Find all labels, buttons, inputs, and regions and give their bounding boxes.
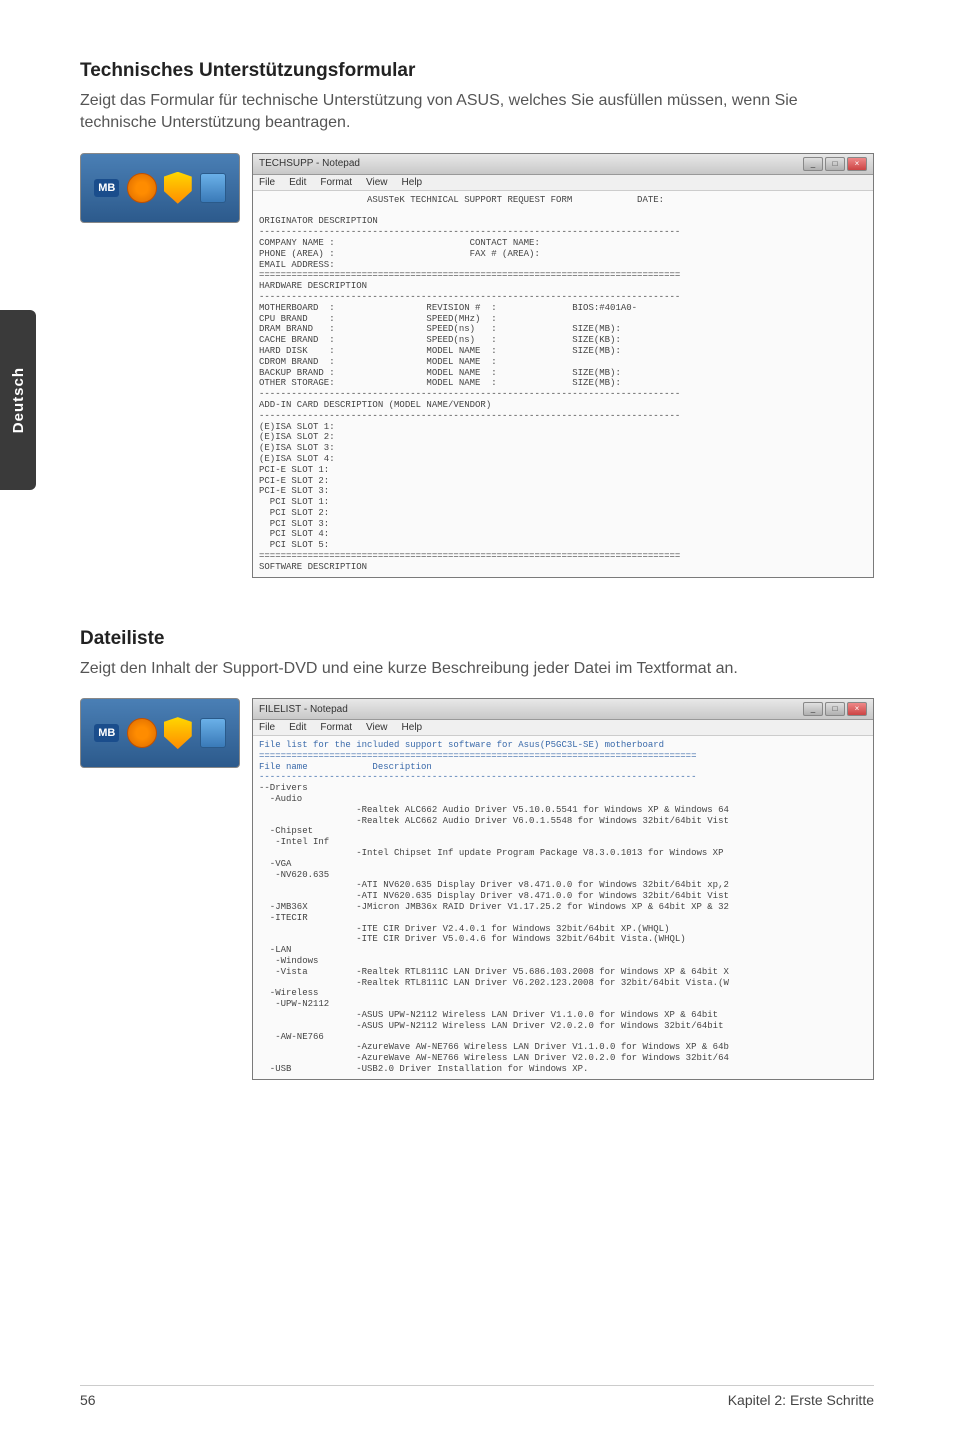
maximize-button[interactable]: □ [825,157,845,171]
menu-file[interactable]: File [259,177,275,188]
close-button-2[interactable]: × [847,702,867,716]
minimize-button-2[interactable]: _ [803,702,823,716]
menu2-edit[interactable]: Edit [289,722,306,733]
notepad-filelist: FILELIST - Notepad _ □ × File Edit Forma… [252,698,874,1080]
shield-icon-2 [162,717,194,749]
notepad2-content: File list for the included support softw… [253,736,873,1079]
maximize-button-2[interactable]: □ [825,702,845,716]
notepad2-menubar: File Edit Format View Help [253,720,873,736]
menu-view[interactable]: View [366,177,388,188]
globe-icon [126,172,158,204]
mb-icon-2: MB [91,717,123,749]
section-filelist: Dateiliste Zeigt den Inhalt der Support-… [80,628,874,1080]
section1-row: MB TECHSUPP - Notepad _ □ × File Edit Fo… [80,153,874,578]
globe-icon-2 [126,717,158,749]
window-buttons-1: _ □ × [803,157,867,171]
section1-desc: Zeigt das Formular für technische Unters… [80,90,874,135]
notepad1-menubar: File Edit Format View Help [253,175,873,191]
filelist-header: File list for the included support softw… [259,740,696,782]
section2-row: MB FILELIST - Notepad _ □ × File Edit Fo… [80,698,874,1080]
minimize-button[interactable]: _ [803,157,823,171]
chapter-label: Kapitel 2: Erste Schritte [728,1392,874,1408]
page-footer: 56 Kapitel 2: Erste Schritte [80,1385,874,1408]
menu-edit[interactable]: Edit [289,177,306,188]
icon-panel-2: MB [80,698,240,768]
menu2-file[interactable]: File [259,722,275,733]
language-tab: Deutsch [0,310,36,490]
notepad2-title: FILELIST - Notepad [259,704,348,715]
section2-title: Dateiliste [80,628,874,650]
menu2-format[interactable]: Format [320,722,352,733]
notepad2-titlebar: FILELIST - Notepad _ □ × [253,699,873,720]
notepad-techsupp: TECHSUPP - Notepad _ □ × File Edit Forma… [252,153,874,578]
shield-icon [162,172,194,204]
notepad1-titlebar: TECHSUPP - Notepad _ □ × [253,154,873,175]
menu2-view[interactable]: View [366,722,388,733]
section2-desc: Zeigt den Inhalt der Support-DVD und ein… [80,658,874,680]
page-number: 56 [80,1392,96,1408]
doc-icon [197,172,229,204]
menu2-help[interactable]: Help [402,722,423,733]
mb-icon: MB [91,172,123,204]
filelist-items: --Drivers -Audio -Realtek ALC662 Audio D… [259,783,729,1074]
notepad1-title: TECHSUPP - Notepad [259,158,360,169]
language-tab-text: Deutsch [10,367,27,433]
window-buttons-2: _ □ × [803,702,867,716]
notepad1-content: ASUSTeK TECHNICAL SUPPORT REQUEST FORM D… [253,191,873,577]
close-button[interactable]: × [847,157,867,171]
menu-format[interactable]: Format [320,177,352,188]
section-tech-support: Technisches Unterstützungsformular Zeigt… [80,60,874,578]
section1-title: Technisches Unterstützungsformular [80,60,874,82]
icon-panel-1: MB [80,153,240,223]
menu-help[interactable]: Help [402,177,423,188]
doc-icon-2 [197,717,229,749]
